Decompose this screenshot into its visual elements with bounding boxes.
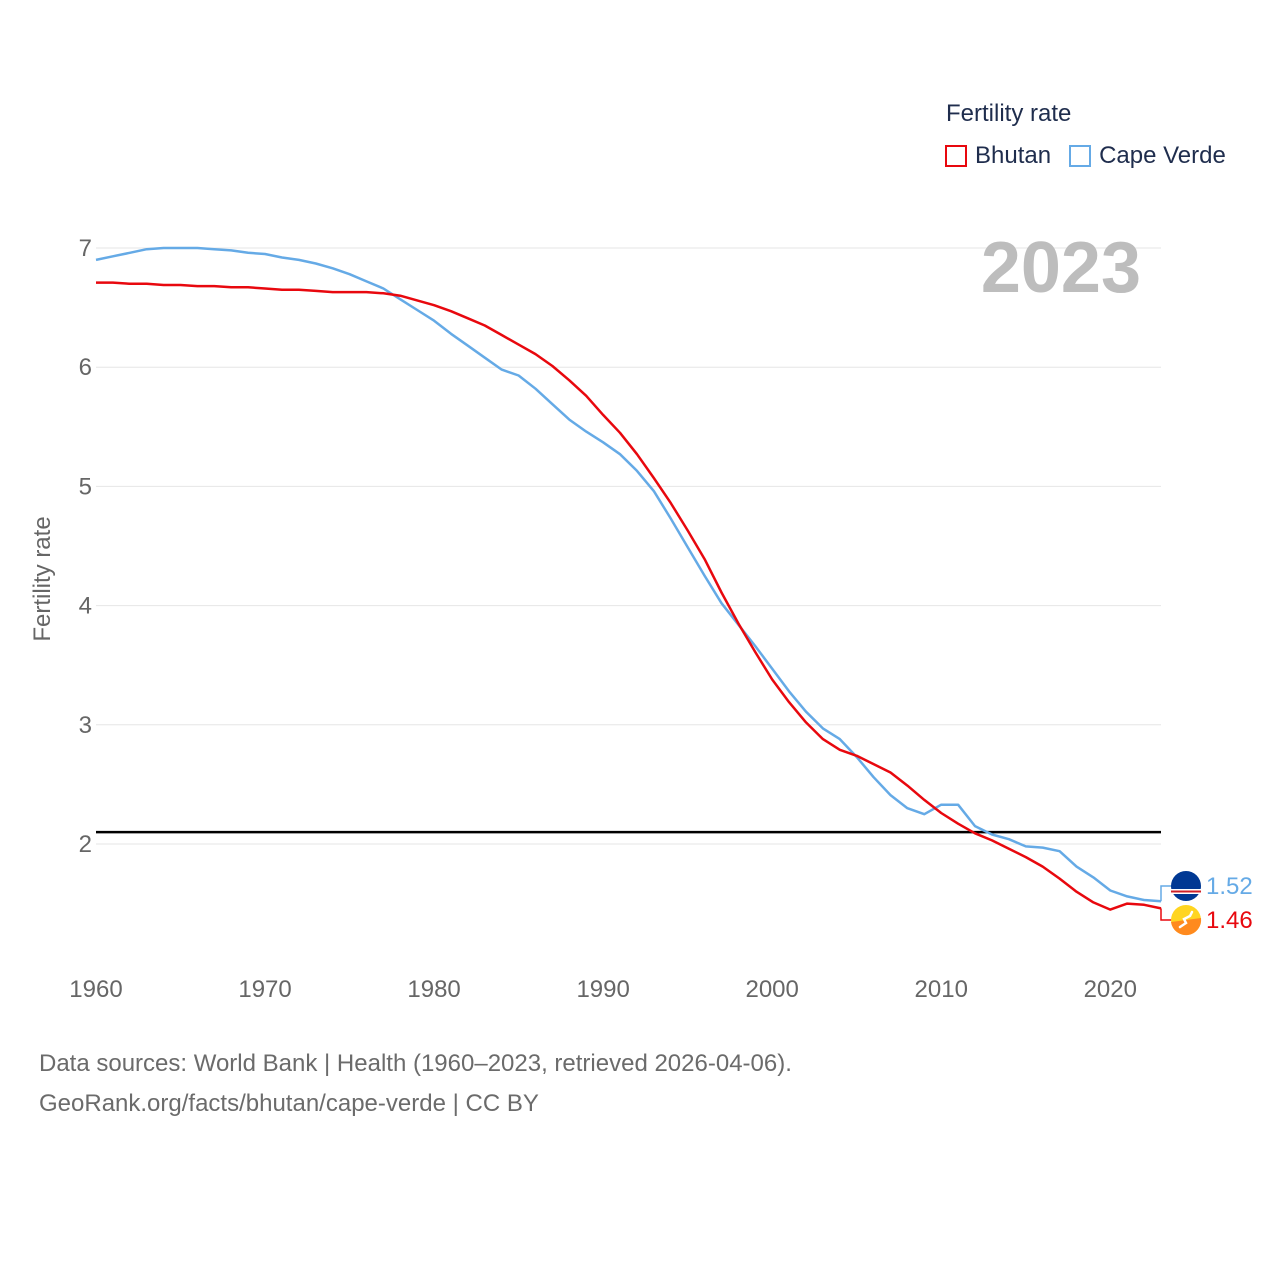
y-tick-label-7: 7 (79, 235, 92, 262)
legend: Bhutan Cape Verde (945, 142, 1244, 170)
y-tick-label-5: 5 (79, 473, 92, 500)
legend-label-bhutan: Bhutan (975, 142, 1052, 169)
flag-cape-verde-stripe-red (1171, 890, 1201, 893)
x-tick-label-1980: 1980 (407, 976, 460, 1003)
y-axis-ticks: 2 3 4 5 6 7 (79, 235, 92, 858)
source-line-1: Data sources: World Bank | Health (1960–… (39, 1050, 792, 1077)
flag-cape-verde-icon (1171, 871, 1201, 901)
legend-swatch-bhutan (945, 145, 967, 167)
y-tick-label-2: 2 (79, 831, 92, 858)
legend-label-cape-verde: Cape Verde (1099, 142, 1226, 169)
end-value-label-bhutan: 1.46 (1206, 907, 1253, 934)
legend-item-cape-verde[interactable]: Cape Verde (1069, 142, 1226, 170)
end-connector-cape-verde (1160, 885, 1172, 902)
y-tick-label-3: 3 (79, 712, 92, 739)
x-tick-label-1960: 1960 (69, 976, 122, 1003)
y-tick-label-4: 4 (79, 593, 92, 620)
year-watermark: 2023 (980, 228, 1141, 308)
x-axis-ticks: 1960 1970 1980 1990 2000 2010 2020 (69, 976, 1137, 1003)
series-lines (95, 246, 1162, 911)
end-value-label-cape-verde: 1.52 (1206, 873, 1253, 900)
x-tick-label-1970: 1970 (238, 976, 291, 1003)
flag-bhutan-dragon (1178, 910, 1194, 929)
end-markers: 1.52 1.46 (1160, 871, 1253, 936)
flag-bhutan-orange-half (1171, 918, 1202, 936)
end-connector-bhutan (1160, 908, 1172, 921)
x-tick-label-1990: 1990 (576, 976, 629, 1003)
legend-title: Fertility rate (946, 100, 1072, 127)
x-tick-label-2000: 2000 (745, 976, 798, 1003)
legend-item-bhutan[interactable]: Bhutan (945, 142, 1051, 170)
x-tick-label-2010: 2010 (915, 976, 968, 1003)
x-tick-label-2020: 2020 (1084, 976, 1137, 1003)
y-tick-label-6: 6 (79, 354, 92, 381)
source-note: Data sources: World Bank | Health (1960–… (39, 1044, 792, 1124)
source-line-2[interactable]: GeoRank.org/facts/bhutan/cape-verde | CC… (39, 1090, 539, 1117)
series-line-cape-verde (95, 246, 1162, 903)
y-axis-label: Fertility rate (29, 516, 56, 642)
series-line-bhutan (96, 281, 1162, 911)
gridlines (96, 247, 1161, 845)
legend-swatch-cape-verde (1069, 145, 1092, 167)
